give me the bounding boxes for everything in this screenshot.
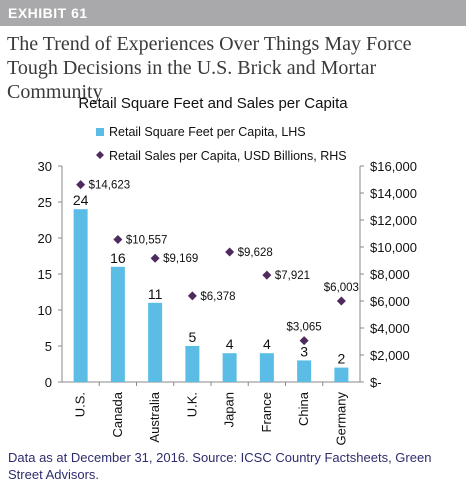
bar xyxy=(222,353,237,382)
y-left-tick-label: 15 xyxy=(38,267,52,282)
sales-marker xyxy=(113,234,123,244)
x-category-label: Japan xyxy=(222,392,237,427)
sales-marker xyxy=(262,270,272,280)
bar xyxy=(259,353,274,382)
x-category-label: France xyxy=(259,392,274,432)
x-category-label: Germany xyxy=(333,392,348,445)
bar xyxy=(334,367,349,382)
sales-marker xyxy=(299,336,309,346)
y-left-tick-label: 25 xyxy=(38,195,52,210)
y-right-tick-label: $- xyxy=(370,375,382,390)
sales-data-label: $3,065 xyxy=(287,322,322,334)
sales-data-label: $9,169 xyxy=(163,253,198,265)
bar xyxy=(110,266,125,382)
y-left-tick-label: 10 xyxy=(38,303,52,318)
x-category-label: U.S. xyxy=(73,392,88,417)
bar-data-label: 5 xyxy=(188,329,196,345)
bar-data-label: 3 xyxy=(300,343,308,359)
footnote: Data as at December 31, 2016. Source: IC… xyxy=(8,450,432,482)
bar-data-label: 11 xyxy=(148,286,163,302)
bar-data-label: 4 xyxy=(226,336,234,352)
bar xyxy=(148,302,163,382)
bar-data-label: 4 xyxy=(263,336,271,352)
y-left-tick-label: 0 xyxy=(45,375,52,390)
y-right-tick-label: $4,000 xyxy=(370,321,410,336)
bar xyxy=(297,360,312,382)
y-left-tick-label: 30 xyxy=(38,159,52,174)
x-category-label: China xyxy=(296,391,311,426)
sales-marker xyxy=(76,180,86,190)
y-right-tick-label: $8,000 xyxy=(370,267,410,282)
exhibit-label: EXHIBIT 61 xyxy=(8,5,88,21)
x-category-label: Australia xyxy=(147,391,162,442)
legend-label-sales: Retail Sales per Capita, USD Billions, R… xyxy=(109,149,347,163)
y-right-tick-label: $14,000 xyxy=(370,186,417,201)
chart: Retail Square Feet and Sales per Capita R… xyxy=(38,95,417,445)
sales-data-label: $14,623 xyxy=(89,180,131,192)
bar xyxy=(185,346,200,382)
sales-data-label: $6,378 xyxy=(200,291,235,303)
y-left-tick-label: 20 xyxy=(38,231,52,246)
legend-label-square-feet: Retail Square Feet per Capita, LHS xyxy=(109,125,306,139)
bar xyxy=(73,209,88,382)
exhibit-banner: EXHIBIT 61 xyxy=(0,0,466,26)
sales-marker xyxy=(187,291,197,301)
sales-data-label: $10,557 xyxy=(126,234,168,246)
legend-swatch-square-feet xyxy=(96,128,104,136)
y-right-tick-label: $16,000 xyxy=(370,159,417,174)
sales-marker xyxy=(150,253,160,263)
sales-marker xyxy=(225,247,235,257)
chart-title: Retail Square Feet and Sales per Capita xyxy=(78,95,348,112)
y-right-tick-label: $2,000 xyxy=(370,348,410,363)
y-right-tick-label: $6,000 xyxy=(370,294,410,309)
bar-data-label: 24 xyxy=(73,192,89,208)
y-right-tick-label: $12,000 xyxy=(370,213,417,228)
y-right-tick-label: $10,000 xyxy=(370,240,417,255)
sales-data-label: $9,628 xyxy=(238,247,273,259)
sales-data-label: $6,003 xyxy=(324,282,359,294)
y-left-tick-label: 5 xyxy=(45,339,52,354)
headline: The Trend of Experiences Over Things May… xyxy=(7,33,412,103)
legend-swatch-sales xyxy=(96,151,104,159)
bar-data-label: 2 xyxy=(337,351,345,367)
sales-data-label: $7,921 xyxy=(275,270,310,282)
x-category-label: Canada xyxy=(110,391,125,437)
bar-data-label: 16 xyxy=(110,250,126,266)
x-category-label: U.K. xyxy=(184,392,199,417)
sales-marker xyxy=(336,296,346,306)
